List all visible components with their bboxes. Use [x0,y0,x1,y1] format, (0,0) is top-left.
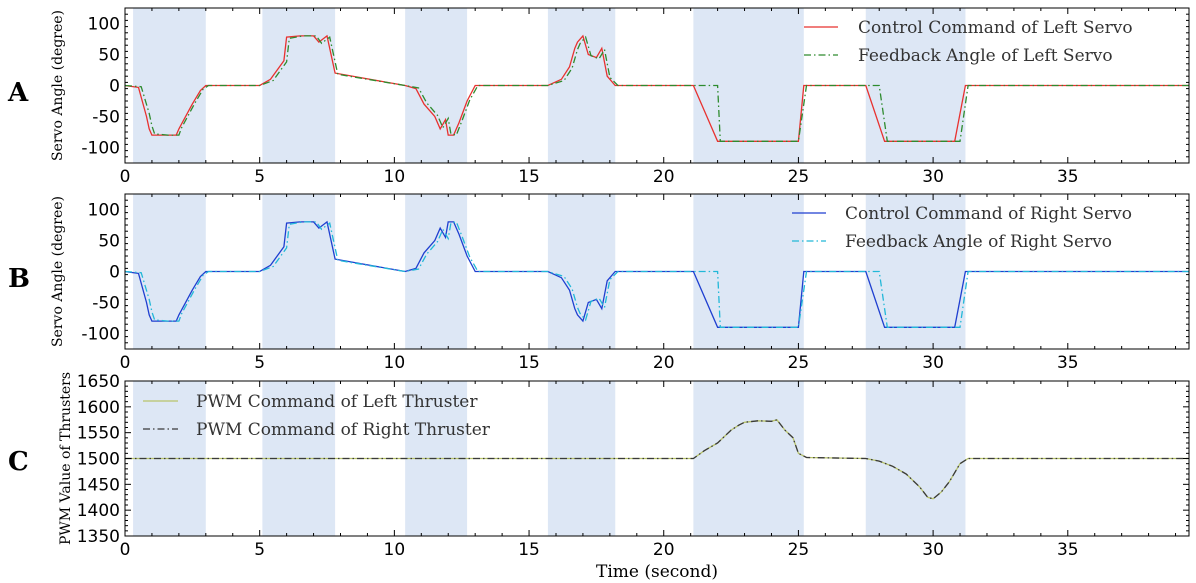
shaded-interval [405,8,468,163]
panel-letter-b: B [8,264,30,294]
series-line-1 [125,419,1189,500]
plot-frame [124,7,1190,164]
y-tick-label: 0 [109,263,120,283]
panel-letter-a: A [7,78,29,108]
y-tick-label: 1500 [77,450,120,470]
shaded-interval [133,8,206,163]
shaded-interval [693,8,804,163]
y-tick-label: 1550 [77,424,120,444]
x-tick-label: 25 [788,353,810,373]
y-tick-label: 1400 [77,501,120,521]
shaded-interval [262,194,336,349]
shaded-interval [693,194,804,349]
shaded-interval [547,8,616,163]
legend-entry: Control Command of Right Servo [845,204,1132,224]
y-tick-label: -100 [81,139,120,159]
legend-entry: Feedback Angle of Right Servo [845,232,1112,252]
legend-entry: PWM Command of Right Thruster [196,420,491,440]
x-tick-label: 5 [254,540,265,560]
shaded-interval [262,8,336,163]
x-tick-label: 35 [1057,167,1079,187]
x-tick-label: 15 [518,167,540,187]
x-tick-label: 0 [120,540,131,560]
x-tick-label: 20 [653,540,675,560]
x-tick-label: 30 [922,167,944,187]
y-tick-label: 1350 [77,527,120,547]
x-tick-label: 10 [384,540,406,560]
legend-entry: PWM Command of Left Thruster [196,392,478,412]
x-axis-label: Time (second) [596,562,718,582]
x-tick-label: 0 [120,353,131,373]
series-line-2 [124,35,1189,142]
panel-b: 0 5 10 15 20 25 30 35 -100 -50 0 50 100 Control Comma… [81,193,1190,373]
x-tick-label: 30 [922,540,944,560]
y-tick-label: 50 [98,46,120,66]
shaded-interval [133,194,206,349]
x-tick-label: 30 [922,353,944,373]
panel-c: 0 5 10 15 20 25 30 35 1350 1400 1450 1500 1550 1600 16… [77,372,1190,560]
y-tick-label: 0 [109,77,120,97]
legend-entry: Control Command of Left Servo [858,18,1133,38]
panel-a: 0 5 10 15 20 25 30 35 -100 -50 0 50 100 Control Comma… [81,7,1190,187]
x-tick-label: 10 [384,167,406,187]
plot-frame [124,193,1190,350]
y-tick-label: 1450 [77,475,120,495]
panel-letter-c: C [8,447,29,477]
x-tick-label: 25 [788,167,810,187]
x-tick-label: 25 [788,540,810,560]
x-tick-label: 15 [518,353,540,373]
x-tick-label: 10 [384,353,406,373]
x-tick-label: 0 [120,167,131,187]
y-tick-label: -100 [81,325,120,345]
y-axis-label-b: Servo Angle (degree) [50,196,66,347]
y-tick-label: 100 [88,15,120,35]
x-tick-label: 35 [1057,353,1079,373]
x-tick-label: 5 [254,353,265,373]
y-tick-label: -50 [92,108,120,128]
x-tick-label: 20 [653,167,675,187]
shaded-interval [547,194,616,349]
y-tick-label: 50 [98,232,120,252]
series-line-2 [124,221,1189,328]
shaded-interval [693,381,804,536]
y-tick-label: -50 [92,294,120,314]
x-tick-label: 5 [254,167,265,187]
shaded-interval [865,194,966,349]
y-tick-label: 100 [88,201,120,221]
y-tick-label: 1650 [77,372,120,392]
x-tick-label: 20 [653,353,675,373]
shaded-interval [865,8,966,163]
shaded-interval [405,194,468,349]
x-tick-label: 35 [1057,540,1079,560]
series-line-1 [124,220,1189,328]
y-axis-label-a: Servo Angle (degree) [50,10,66,161]
shaded-interval [865,381,966,536]
y-axis-label-c: PWM Value of Thrusters [58,372,74,545]
series-line-1 [124,34,1189,142]
x-tick-label: 15 [518,540,540,560]
y-tick-label: 1600 [77,398,120,418]
legend-entry: Feedback Angle of Left Servo [858,46,1113,66]
